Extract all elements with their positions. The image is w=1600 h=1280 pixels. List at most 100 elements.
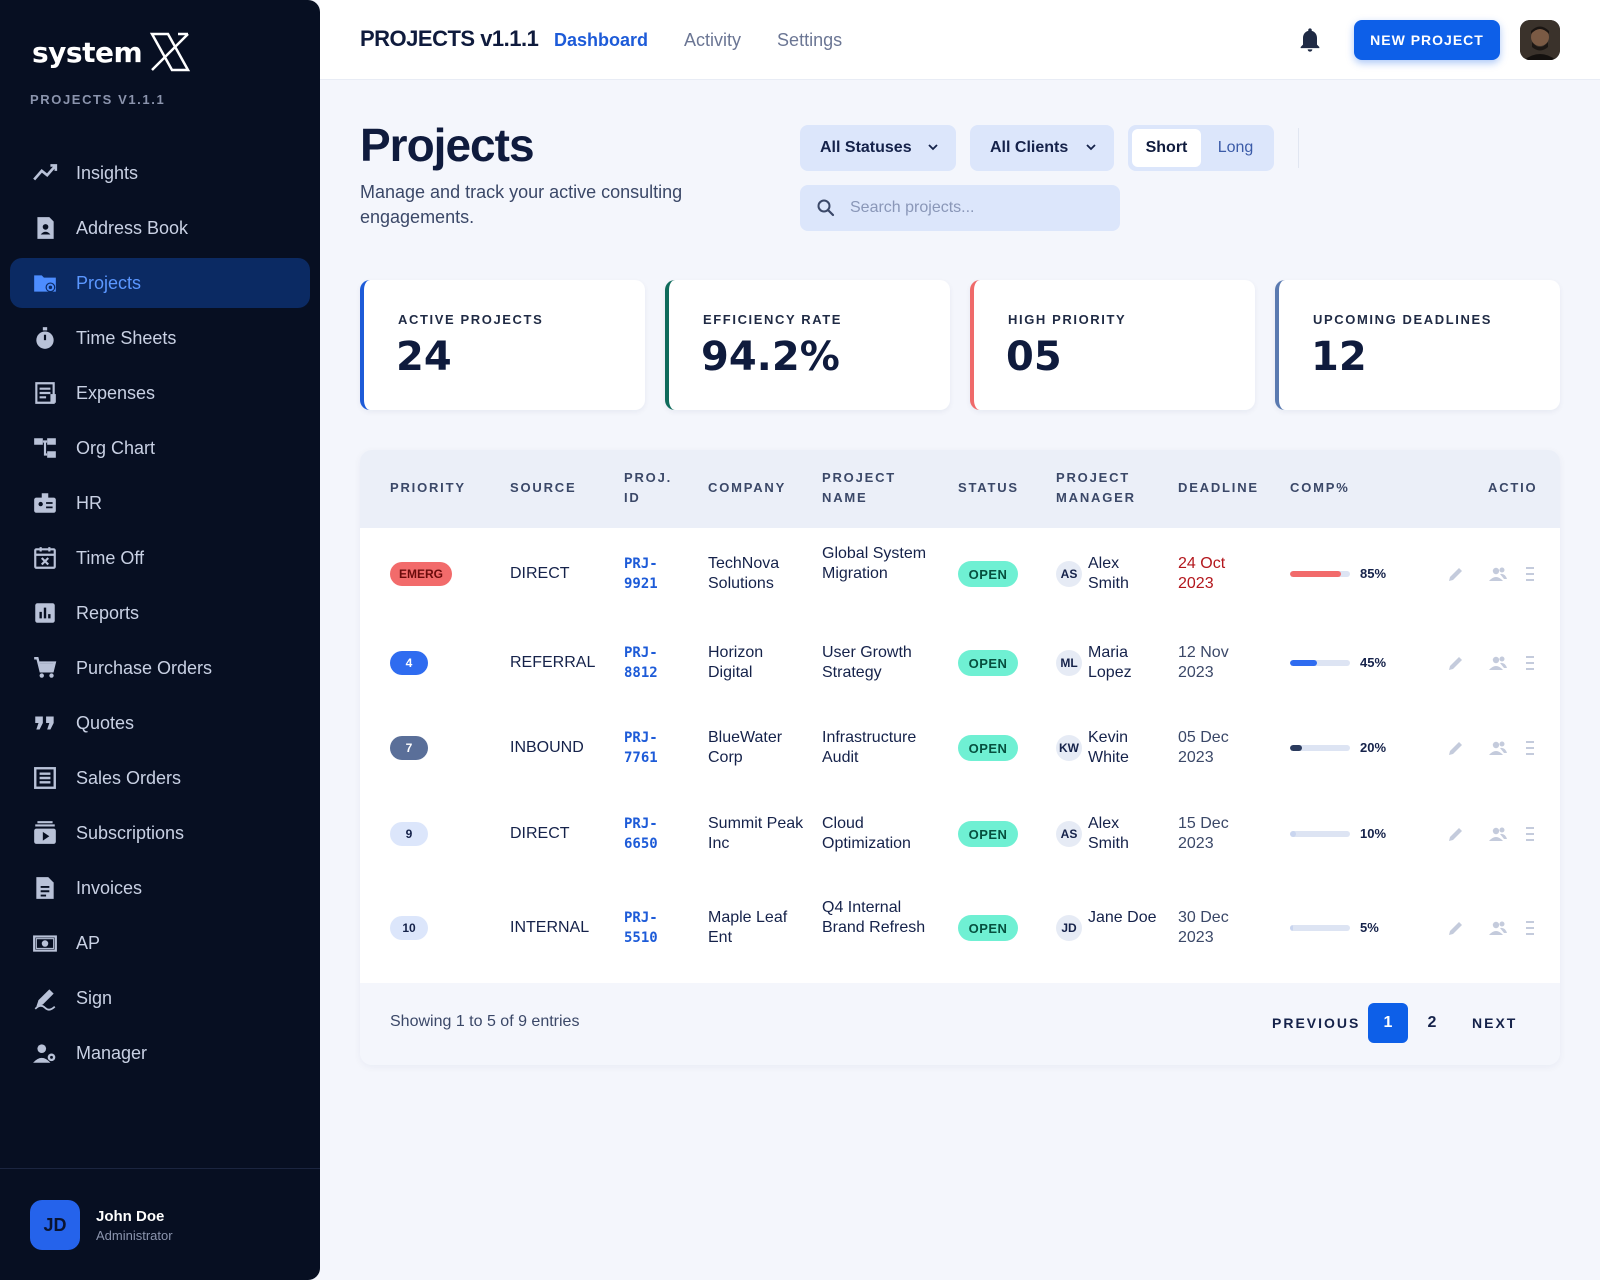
view-short-option[interactable]: Short (1132, 129, 1201, 167)
sidebar-item-subscriptions[interactable]: Subscriptions (10, 808, 310, 858)
edit-pencil-icon[interactable] (1446, 564, 1466, 584)
sidebar-item-hr[interactable]: HR (10, 478, 310, 528)
column-header[interactable]: STATUS (958, 480, 1019, 495)
sidebar-item-reports[interactable]: Reports (10, 588, 310, 638)
sidebar-item-label: AP (76, 932, 101, 953)
new-project-button[interactable]: NEW PROJECT (1354, 20, 1500, 60)
more-menu-icon[interactable] (1524, 653, 1536, 673)
completion-bar (1290, 745, 1350, 751)
project-name-cell: Global System Migration (822, 545, 927, 582)
more-menu-icon[interactable] (1524, 738, 1536, 758)
user-avatar: JD (30, 1200, 80, 1250)
assign-team-icon[interactable] (1488, 564, 1508, 584)
entries-info: Showing 1 to 5 of 9 entries (390, 1013, 580, 1030)
sidebar: system PROJECTS V1.1.1 Insights Address B… (0, 0, 320, 1280)
deadline-cell: 05 Dec 2023 (1178, 729, 1229, 766)
user-profile[interactable]: JD John Doe Administrator (30, 1200, 173, 1250)
deadline-cell: 24 Oct 2023 (1178, 555, 1226, 592)
sidebar-item-sign[interactable]: Sign (10, 973, 310, 1023)
status-filter-select[interactable]: All Statuses (800, 125, 956, 171)
deadline-cell: 15 Dec 2023 (1178, 815, 1229, 852)
sidebar-item-sales-orders[interactable]: Sales Orders (10, 753, 310, 803)
pm-name-cell: Kevin White (1088, 729, 1129, 766)
column-header[interactable]: PROJECT MANAGER (1056, 470, 1136, 505)
client-filter-select[interactable]: All Clients (970, 125, 1114, 171)
project-id-link[interactable]: PRJ-5510 (624, 910, 658, 946)
edit-pencil-icon[interactable] (1446, 918, 1466, 938)
pm-avatar: KW (1056, 735, 1082, 761)
company-cell: Maple Leaf Ent (708, 909, 788, 946)
pm-avatar: JD (1056, 915, 1082, 941)
tab-dashboard[interactable]: Dashboard (554, 30, 649, 50)
priority-badge: 9 (390, 822, 428, 846)
bell-icon[interactable] (1296, 26, 1324, 54)
assign-team-icon[interactable] (1488, 918, 1508, 938)
column-header[interactable]: PRIORITY (390, 480, 466, 495)
column-header[interactable]: PROJ. ID (624, 470, 673, 505)
pm-avatar: AS (1056, 821, 1082, 847)
sidebar-divider (0, 1168, 320, 1169)
previous-page-button[interactable]: PREVIOUS (1272, 1015, 1361, 1031)
sidebar-item-insights[interactable]: Insights (10, 148, 310, 198)
chevron-down-icon (1086, 144, 1096, 151)
next-page-button[interactable]: NEXT (1472, 1015, 1518, 1031)
column-header[interactable]: ACTIO (1488, 480, 1538, 495)
project-id-link[interactable]: PRJ-6650 (624, 816, 658, 852)
project-name-cell: Cloud Optimization (822, 815, 911, 852)
sidebar-item-org-chart[interactable]: Org Chart (10, 423, 310, 473)
more-menu-icon[interactable] (1524, 824, 1536, 844)
sidebar-item-manager[interactable]: Manager (10, 1028, 310, 1078)
table-body: EMERG DIRECT PRJ-9921 TechNova Solutions Glo… (360, 528, 1560, 983)
table-row[interactable]: 10 INTERNAL PRJ-5510 Maple Leaf Ent Q4 Inter… (360, 878, 1560, 978)
more-menu-icon[interactable] (1524, 564, 1536, 584)
sidebar-item-label: Invoices (76, 877, 143, 898)
more-menu-icon[interactable] (1524, 918, 1536, 938)
column-header[interactable]: COMP% (1290, 480, 1350, 495)
column-header[interactable]: PROJECT NAME (822, 470, 897, 505)
page-1-button[interactable]: 1 (1368, 1003, 1408, 1043)
priority-badge: EMERG (390, 562, 452, 586)
stat-card: UPCOMING DEADLINES 12 (1275, 280, 1560, 410)
edit-pencil-icon[interactable] (1446, 738, 1466, 758)
table-row[interactable]: 4 REFERRAL PRJ-8812 Horizon Digital User Gro… (360, 620, 1560, 706)
project-id-link[interactable]: PRJ-9921 (624, 556, 658, 592)
sidebar-item-invoices[interactable]: Invoices (10, 863, 310, 913)
stat-value: 12 (1311, 334, 1367, 380)
column-header[interactable]: DEADLINE (1178, 480, 1259, 495)
company-cell: Horizon Digital (708, 644, 764, 681)
sidebar-item-address-book[interactable]: Address Book (10, 203, 310, 253)
table-row[interactable]: 9 DIRECT PRJ-6650 Summit Peak Inc Cloud Opti… (360, 790, 1560, 878)
sidebar-item-projects[interactable]: Projects (10, 258, 310, 308)
table-row[interactable]: 7 INBOUND PRJ-7761 BlueWater Corp Infrastruc… (360, 706, 1560, 790)
project-name-cell: User Growth Strategy (822, 644, 912, 681)
contact-book-icon (30, 213, 60, 243)
sidebar-item-purchase-orders[interactable]: Purchase Orders (10, 643, 310, 693)
project-id-link[interactable]: PRJ-8812 (624, 645, 658, 681)
sidebar-item-label: Projects (76, 272, 142, 293)
table-row[interactable]: EMERG DIRECT PRJ-9921 TechNova Solutions Glo… (360, 528, 1560, 620)
sidebar-item-expenses[interactable]: Expenses (10, 368, 310, 418)
view-long-option[interactable]: Long (1217, 139, 1254, 156)
sidebar-item-ap[interactable]: AP (10, 918, 310, 968)
sidebar-item-quotes[interactable]: Quotes (10, 698, 310, 748)
page-2-button[interactable]: 2 (1427, 1014, 1437, 1031)
app-title: PROJECTS v1.1.1 (360, 26, 539, 51)
edit-pencil-icon[interactable] (1446, 824, 1466, 844)
assign-team-icon[interactable] (1488, 824, 1508, 844)
column-header[interactable]: COMPANY (708, 480, 787, 495)
sidebar-item-time-sheets[interactable]: Time Sheets (10, 313, 310, 363)
profile-avatar[interactable] (1520, 20, 1560, 60)
header-divider (1298, 128, 1299, 168)
brand-logo[interactable]: system (32, 30, 192, 74)
tab-activity[interactable]: Activity (684, 30, 742, 50)
column-header[interactable]: SOURCE (510, 480, 577, 495)
assign-team-icon[interactable] (1488, 653, 1508, 673)
chevron-down-icon (928, 144, 938, 151)
search-input[interactable] (850, 185, 1110, 231)
edit-pencil-icon[interactable] (1446, 653, 1466, 673)
sidebar-item-time-off[interactable]: Time Off (10, 533, 310, 583)
tab-settings[interactable]: Settings (777, 30, 843, 50)
assign-team-icon[interactable] (1488, 738, 1508, 758)
project-id-link[interactable]: PRJ-7761 (624, 730, 658, 766)
subscriptions-icon (30, 818, 60, 848)
